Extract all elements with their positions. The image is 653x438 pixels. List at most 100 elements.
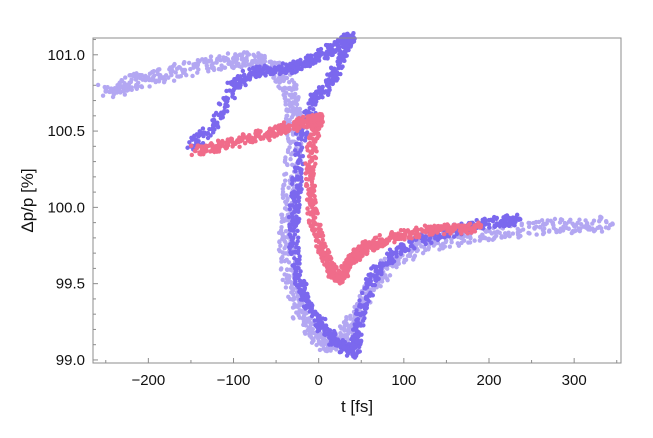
data-point bbox=[403, 257, 409, 262]
data-point bbox=[306, 177, 311, 182]
data-point bbox=[333, 265, 338, 271]
data-point bbox=[337, 64, 343, 69]
data-point bbox=[317, 347, 323, 353]
data-point bbox=[510, 231, 516, 236]
data-point bbox=[429, 232, 435, 237]
data-point bbox=[230, 64, 235, 69]
data-point bbox=[290, 105, 296, 111]
data-point bbox=[499, 218, 505, 224]
data-point bbox=[280, 186, 285, 192]
data-point bbox=[258, 129, 263, 134]
data-point bbox=[289, 251, 294, 257]
data-point bbox=[265, 131, 270, 137]
data-point bbox=[553, 227, 559, 233]
data-point bbox=[279, 259, 284, 264]
data-point bbox=[423, 234, 429, 239]
data-point bbox=[429, 240, 434, 246]
data-point bbox=[419, 235, 425, 240]
data-point bbox=[557, 220, 563, 225]
y-axis-title: Δp/p [%] bbox=[18, 168, 37, 232]
data-point bbox=[526, 220, 531, 226]
data-point bbox=[461, 238, 467, 243]
data-point bbox=[329, 334, 334, 340]
data-point bbox=[312, 318, 317, 323]
data-point bbox=[490, 219, 496, 224]
data-point bbox=[345, 273, 351, 279]
data-point bbox=[222, 65, 228, 70]
data-point bbox=[353, 311, 359, 316]
data-point bbox=[268, 71, 273, 77]
data-point bbox=[527, 231, 532, 236]
data-point bbox=[316, 55, 321, 61]
data-point bbox=[289, 92, 295, 97]
data-point bbox=[214, 60, 219, 65]
data-point bbox=[288, 241, 293, 247]
data-point bbox=[357, 349, 362, 354]
data-point bbox=[223, 140, 229, 145]
data-point bbox=[207, 58, 212, 63]
data-point bbox=[465, 231, 470, 236]
data-point bbox=[236, 77, 242, 83]
data-point bbox=[350, 349, 356, 355]
data-point bbox=[129, 87, 134, 92]
data-point bbox=[566, 219, 572, 224]
data-point bbox=[241, 62, 246, 68]
data-point bbox=[192, 148, 198, 154]
data-point bbox=[468, 235, 473, 241]
data-point bbox=[312, 98, 317, 103]
data-point bbox=[251, 72, 257, 77]
data-point bbox=[421, 239, 427, 244]
data-point bbox=[308, 301, 313, 307]
data-point bbox=[483, 235, 488, 241]
data-point bbox=[610, 221, 615, 227]
data-point bbox=[503, 214, 508, 219]
data-point bbox=[307, 327, 313, 332]
x-tick-label: −100 bbox=[217, 372, 251, 389]
data-point bbox=[310, 228, 316, 233]
data-point bbox=[354, 250, 360, 256]
data-point bbox=[226, 61, 231, 67]
data-point bbox=[333, 42, 338, 47]
data-point bbox=[289, 181, 295, 186]
data-point bbox=[315, 51, 320, 57]
data-point bbox=[237, 144, 242, 150]
data-point bbox=[590, 221, 595, 226]
data-point bbox=[420, 250, 426, 256]
data-point bbox=[350, 341, 356, 347]
data-point bbox=[283, 229, 289, 234]
data-point bbox=[441, 231, 447, 237]
data-point bbox=[354, 308, 359, 313]
data-point bbox=[295, 59, 301, 64]
data-point bbox=[238, 82, 243, 88]
data-point bbox=[334, 70, 340, 75]
data-point bbox=[283, 251, 289, 256]
data-point bbox=[296, 115, 302, 121]
data-point bbox=[293, 279, 298, 285]
data-point bbox=[197, 151, 202, 157]
data-point bbox=[241, 72, 247, 78]
data-point bbox=[354, 339, 360, 345]
data-point bbox=[363, 310, 368, 315]
data-point bbox=[134, 71, 139, 76]
data-point bbox=[171, 78, 177, 83]
data-point bbox=[359, 244, 365, 249]
data-point bbox=[452, 226, 458, 232]
y-tick-label: 101.0 bbox=[47, 47, 85, 64]
data-point bbox=[312, 220, 317, 226]
data-point bbox=[295, 151, 301, 156]
data-point bbox=[337, 349, 342, 355]
data-point bbox=[303, 296, 309, 302]
data-point bbox=[591, 228, 597, 234]
data-point bbox=[277, 239, 282, 244]
data-point bbox=[351, 247, 357, 252]
data-point bbox=[325, 253, 331, 259]
data-point bbox=[551, 222, 556, 228]
data-point bbox=[295, 142, 301, 147]
data-point bbox=[293, 268, 299, 274]
data-point bbox=[134, 82, 139, 88]
data-point bbox=[289, 152, 294, 157]
data-point bbox=[469, 230, 474, 235]
data-point bbox=[426, 227, 432, 233]
data-point bbox=[483, 217, 488, 223]
data-point bbox=[316, 85, 322, 90]
